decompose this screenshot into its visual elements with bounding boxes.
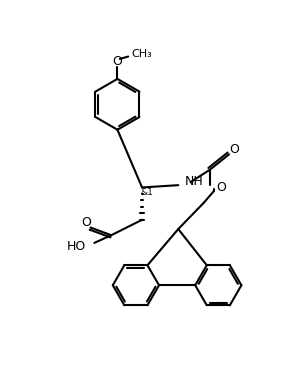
Text: &1: &1 xyxy=(141,188,153,197)
Text: O: O xyxy=(82,216,91,229)
Text: NH: NH xyxy=(184,175,203,188)
Text: CH₃: CH₃ xyxy=(131,49,152,59)
Text: HO: HO xyxy=(67,240,86,253)
Text: O: O xyxy=(216,181,226,194)
Text: O: O xyxy=(229,143,239,156)
Text: O: O xyxy=(112,55,122,68)
